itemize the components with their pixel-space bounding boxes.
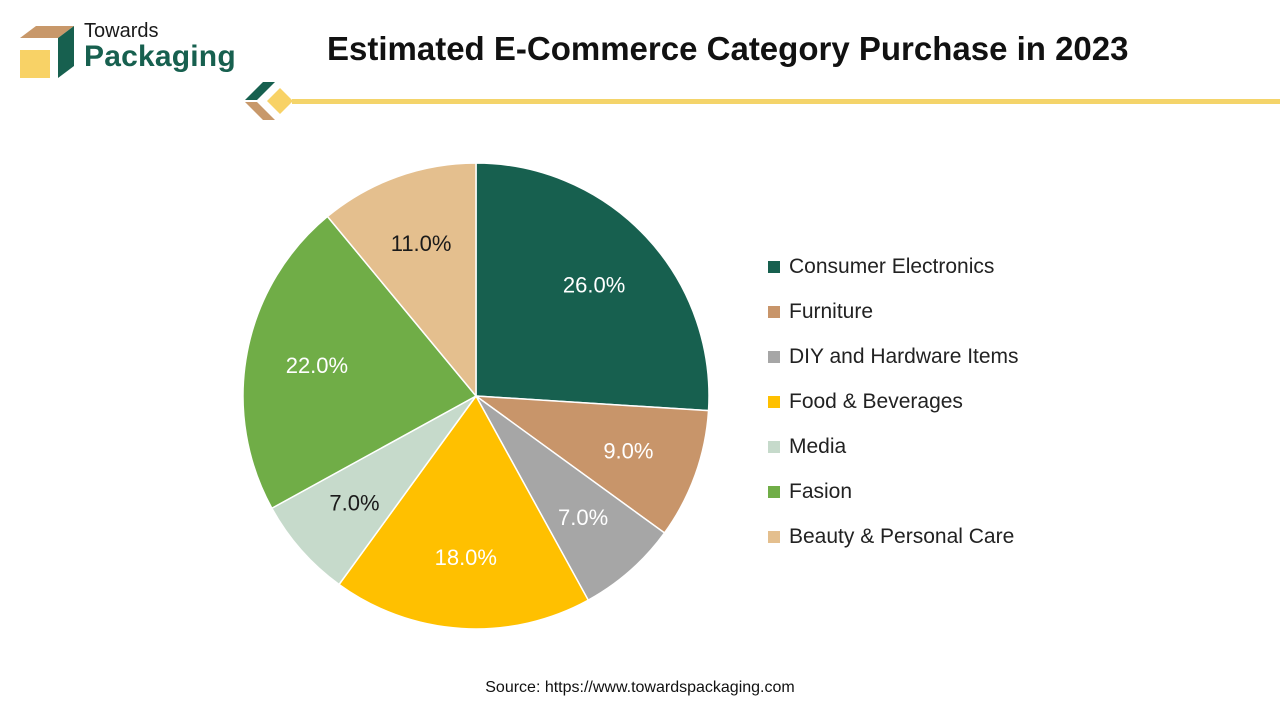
page-title: Estimated E-Commerce Category Purchase i…: [327, 30, 1129, 67]
brand-name-main: Packaging: [84, 40, 236, 73]
brand-name-top: Towards: [84, 20, 159, 42]
legend-label-1: Furniture: [789, 299, 874, 323]
legend-item-5: Fasion: [768, 469, 1019, 514]
legend-item-0: Consumer Electronics: [768, 244, 1019, 289]
legend-item-4: Media: [768, 424, 1019, 469]
data-label-6: 11.0%: [391, 231, 452, 256]
legend-item-3: Food & Beverages: [768, 379, 1019, 424]
pie-slice-0: [475, 162, 710, 412]
legend-item-1: Furniture: [768, 289, 1019, 334]
legend-swatch-1: [768, 305, 780, 318]
legend-swatch-5: [768, 485, 780, 498]
divider-diamond-icon: [245, 82, 293, 120]
legend-swatch-6: [768, 530, 780, 543]
data-label-1: 9.0%: [603, 438, 653, 463]
chart-legend: Consumer Electronics Furniture DIY and Har…: [768, 244, 1019, 559]
pie-slice-2: [475, 395, 666, 602]
header-divider: [292, 99, 1280, 104]
box-logo-icon: [20, 26, 74, 78]
data-label-3: 18.0%: [435, 545, 497, 570]
data-label-5: 22.0%: [286, 353, 348, 378]
legend-swatch-4: [768, 440, 780, 453]
data-label-2: 7.0%: [558, 505, 608, 530]
legend-item-6: Beauty & Personal Care: [768, 514, 1019, 559]
legend-swatch-2: [768, 350, 780, 363]
brand-logo: Towards Packaging: [18, 20, 248, 84]
legend-label-2: DIY and Hardware Items: [789, 344, 1019, 368]
pie-slice-4: [270, 395, 477, 586]
legend-swatch-0: [768, 260, 780, 273]
pie-slice-3: [338, 394, 590, 630]
legend-label-3: Food & Beverages: [789, 389, 963, 413]
source-note: Source: https://www.towardspackaging.com: [485, 679, 795, 696]
legend-item-2: DIY and Hardware Items: [768, 334, 1019, 379]
pie-slice-1: [473, 395, 710, 534]
legend-label-4: Media: [789, 434, 847, 458]
legend-label-5: Fasion: [789, 479, 853, 503]
legend-label-6: Beauty & Personal Care: [789, 524, 1015, 548]
data-label-4: 7.0%: [329, 491, 379, 516]
pie-slice-5: [242, 215, 478, 510]
pie-slice-6: [326, 162, 477, 399]
legend-swatch-3: [768, 395, 780, 408]
data-label-0: 26.0%: [563, 273, 625, 298]
legend-label-0: Consumer Electronics: [789, 254, 995, 278]
